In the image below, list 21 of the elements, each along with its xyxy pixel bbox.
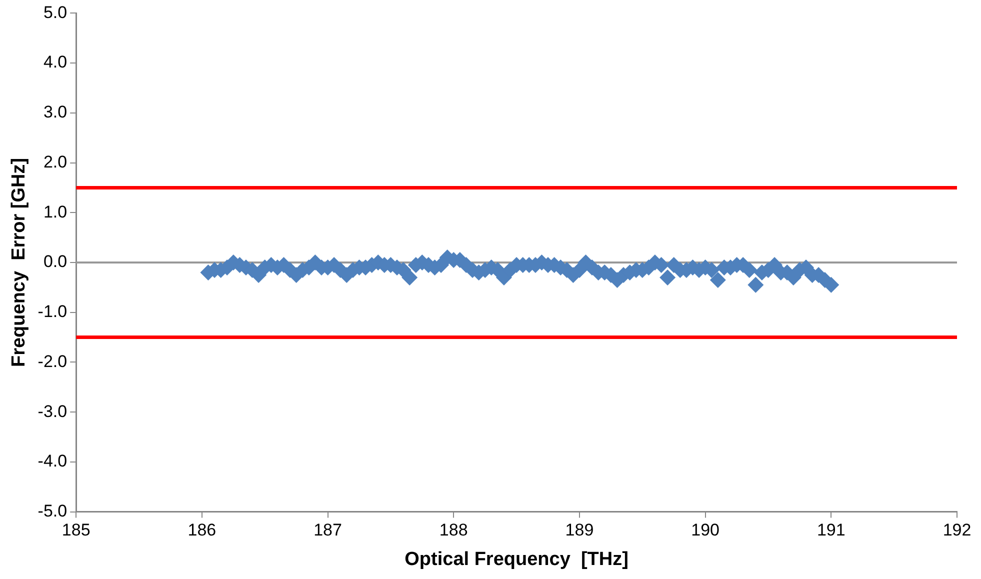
- y-tick-label: -5.0: [38, 501, 68, 520]
- x-tick-label: 188: [439, 520, 468, 540]
- x-tick-label: 191: [816, 520, 846, 540]
- x-tick-label: 187: [314, 520, 342, 540]
- y-axis-title: Frequency Error [GHz]: [8, 158, 30, 368]
- y-tick-label: -4.0: [38, 452, 68, 471]
- x-axis-title: Optical Frequency [THz]: [404, 548, 628, 570]
- y-tick-label: 2.0: [43, 152, 68, 172]
- y-tick-label: 1.0: [43, 202, 68, 222]
- x-tick-label: 186: [188, 520, 216, 540]
- y-tick-label: -1.0: [38, 302, 68, 322]
- y-tick-label: 3.0: [43, 102, 68, 122]
- y-tick-label: 4.0: [43, 52, 68, 72]
- y-tick-label: -2.0: [38, 352, 68, 371]
- y-tick-label: 5.0: [43, 2, 68, 22]
- x-tick-label: 190: [691, 520, 720, 540]
- y-tick-label: -3.0: [38, 402, 68, 421]
- y-tick-label: 0.0: [43, 252, 68, 272]
- x-tick-label: 192: [942, 520, 972, 540]
- x-tick-label: 189: [565, 520, 594, 540]
- x-tick-label: 185: [62, 520, 90, 540]
